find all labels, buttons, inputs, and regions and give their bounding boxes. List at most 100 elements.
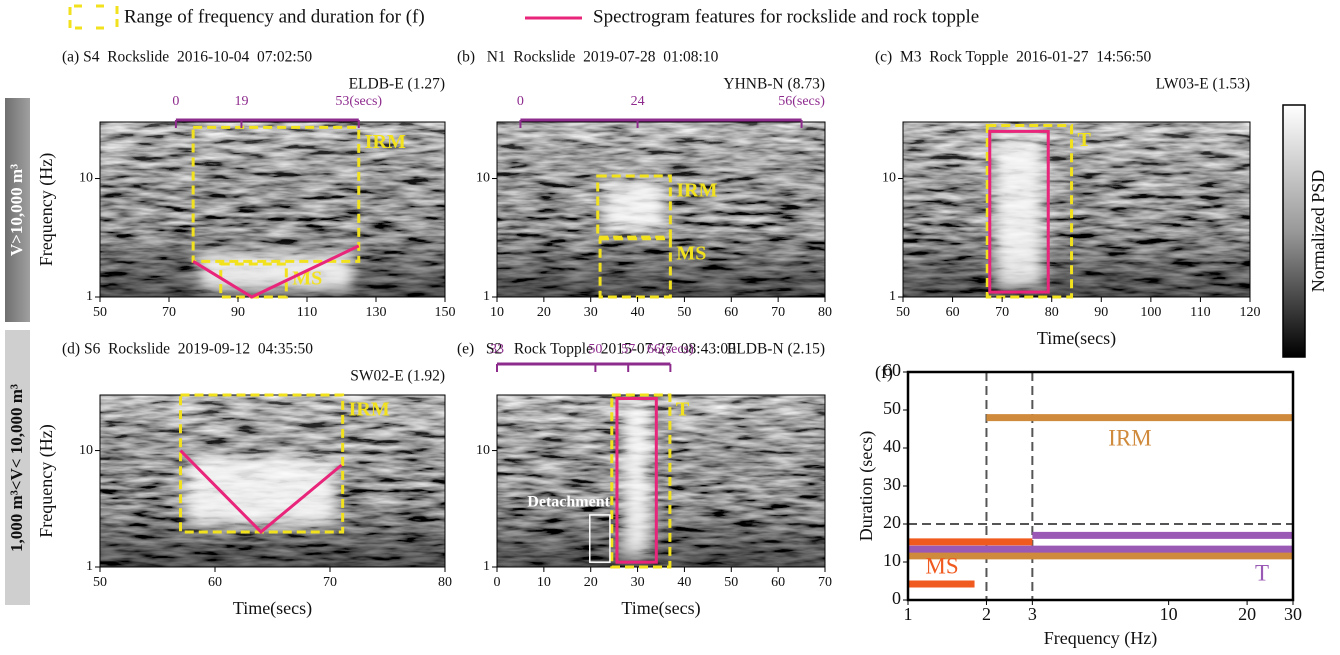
y-tick-label: 1 — [483, 289, 490, 304]
x-tick-label: 90 — [1094, 305, 1108, 320]
series-label: T — [1255, 560, 1269, 585]
x-tick-label: 60 — [946, 305, 960, 320]
x-tick-label: 60 — [208, 575, 222, 590]
x-tick-label: 50 — [896, 305, 910, 320]
x-tick-label: 80 — [438, 575, 452, 590]
y-tick-label: 30 — [883, 474, 901, 494]
series-label: IRM — [1108, 425, 1151, 450]
legend-range-icon — [68, 4, 119, 30]
x-tick-label: 2 — [982, 604, 991, 624]
row-label: V>10,000 m³ — [7, 164, 26, 256]
x-tick-label: 30 — [1284, 604, 1302, 624]
x-axis-label: Frequency (Hz) — [1044, 628, 1157, 649]
top-tick-label: 66(secs) — [647, 342, 694, 357]
y-tick-label: 10 — [476, 443, 490, 458]
y-tick-label: 60 — [883, 360, 901, 380]
range-box — [610, 393, 672, 569]
x-tick-label: 150 — [435, 305, 456, 320]
top-tick-label: 53(secs) — [335, 94, 382, 109]
x-tick-label: 60 — [771, 575, 785, 590]
x-tick-label: 20 — [1238, 604, 1256, 624]
y-tick-label: 10 — [476, 171, 490, 186]
feature-line — [192, 244, 360, 299]
top-tick-label: 33 — [490, 342, 504, 357]
spectrogram — [100, 122, 445, 297]
x-tick-label: 30 — [584, 305, 598, 320]
row-band — [5, 330, 30, 605]
region-label: T — [676, 399, 690, 421]
y-tick-label: 40 — [883, 436, 901, 456]
panel-title: (f) — [875, 362, 893, 383]
x-tick-label: 50 — [93, 575, 107, 590]
x-tick-label: 40 — [677, 575, 691, 590]
x-tick-label: 130 — [366, 305, 387, 320]
panel-title: (a) S4 Rockslide 2016-10-04 07:02:50 — [62, 49, 312, 66]
row-band — [5, 98, 30, 322]
row-label: 1,000 m³<V< 10,000 m³ — [7, 384, 26, 552]
x-tick-label: 20 — [584, 575, 598, 590]
x-tick-label: 30 — [631, 575, 645, 590]
feature-line — [179, 449, 343, 534]
station-label: ELDB-E (1.27) — [349, 76, 445, 93]
range-box — [985, 124, 1074, 299]
x-tick-label: 10 — [537, 575, 551, 590]
x-tick-label: 3 — [1028, 604, 1037, 624]
series-label: MS — [925, 553, 958, 578]
region-label: Detachment — [527, 494, 610, 511]
region-label: IRM — [349, 399, 390, 421]
top-tick-label: 0 — [172, 94, 179, 109]
spectrogram-shade — [497, 395, 825, 567]
range-box — [598, 237, 672, 299]
x-tick-label: 1 — [904, 604, 913, 624]
x-tick-label: 70 — [995, 305, 1009, 320]
y-tick-label: 1 — [889, 289, 896, 304]
x-tick-label: 70 — [162, 305, 176, 320]
range-box — [191, 125, 361, 263]
x-tick-label: 80 — [1045, 305, 1059, 320]
range-box — [596, 174, 672, 239]
y-tick-label: 10 — [883, 550, 901, 570]
colorbar-label: Normalized PSD — [1308, 170, 1328, 292]
top-tick-label: 57 — [621, 342, 635, 357]
region-label: IRM — [365, 131, 406, 153]
y-tick-label: 1 — [86, 559, 93, 574]
energy — [603, 182, 665, 232]
spectrogram — [497, 122, 825, 297]
station-label: LW03-E (1.53) — [1156, 76, 1250, 93]
range-box — [589, 514, 611, 563]
y-tick-label: 50 — [883, 398, 901, 418]
x-tick-label: 90 — [231, 305, 245, 320]
top-tick-label: 0 — [517, 94, 524, 109]
feature-box — [615, 396, 658, 564]
x-tick-label: 70 — [323, 575, 337, 590]
spectrogram — [100, 395, 445, 567]
plot-frame — [496, 121, 826, 298]
y-axis-label: Duration (secs) — [856, 431, 877, 541]
y-tick-label: 10 — [79, 443, 93, 458]
x-tick-label: 60 — [724, 305, 738, 320]
y-axis-label: Frequency (Hz) — [36, 424, 57, 537]
y-tick-label: 0 — [892, 588, 901, 608]
y-tick-label: 20 — [883, 512, 901, 532]
y-tick-label: 1 — [483, 559, 490, 574]
x-tick-label: 110 — [297, 305, 317, 320]
top-tick-label: 56(secs) — [778, 94, 825, 109]
y-tick-label: 10 — [882, 171, 896, 186]
x-tick-label: 70 — [818, 575, 832, 590]
legend-label: Spectrogram features for rockslide and r… — [593, 6, 979, 27]
x-tick-label: 50 — [724, 575, 738, 590]
x-axis-label: Time(secs) — [233, 598, 312, 619]
x-tick-label: 10 — [1160, 604, 1178, 624]
energy — [186, 456, 336, 526]
panel-title: (d) S6 Rockslide 2019-09-12 04:35:50 — [62, 341, 313, 358]
panel-title: (c) M3 Rock Topple 2016-01-27 14:56:50 — [875, 49, 1152, 66]
x-tick-label: 20 — [537, 305, 551, 320]
panel-title: (e) S2 Rock Topple 2015-07-27 08:43:00 — [457, 341, 736, 358]
colorbar — [1282, 104, 1306, 358]
energy — [995, 137, 1043, 287]
energy — [622, 404, 651, 557]
top-tick-label: 24 — [631, 94, 645, 109]
spectrogram-shade — [903, 122, 1250, 297]
plot-frame — [906, 370, 1295, 602]
